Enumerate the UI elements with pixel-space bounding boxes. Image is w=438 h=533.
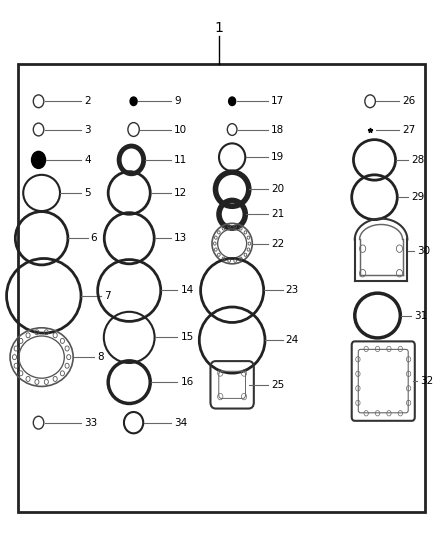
- Text: 7: 7: [104, 291, 110, 301]
- Text: 27: 27: [403, 125, 416, 134]
- Text: 5: 5: [84, 188, 91, 198]
- Text: 29: 29: [411, 192, 424, 202]
- Text: 34: 34: [174, 418, 187, 427]
- Text: 33: 33: [84, 418, 97, 427]
- Text: 12: 12: [174, 188, 187, 198]
- Text: 8: 8: [97, 352, 104, 362]
- Text: 9: 9: [174, 96, 180, 106]
- Text: 6: 6: [91, 233, 97, 243]
- Text: 21: 21: [271, 209, 284, 219]
- Circle shape: [229, 97, 236, 106]
- Text: 19: 19: [271, 152, 284, 162]
- Text: 3: 3: [84, 125, 91, 134]
- Text: 15: 15: [180, 333, 194, 342]
- Text: 10: 10: [174, 125, 187, 134]
- Text: 25: 25: [271, 380, 284, 390]
- Text: 26: 26: [403, 96, 416, 106]
- Text: 22: 22: [271, 239, 284, 248]
- Text: 14: 14: [180, 286, 194, 295]
- Text: 32: 32: [420, 376, 433, 386]
- Text: 18: 18: [271, 125, 284, 134]
- Text: 17: 17: [271, 96, 284, 106]
- Text: 4: 4: [84, 155, 91, 165]
- Text: 1: 1: [215, 21, 223, 35]
- Text: 23: 23: [286, 286, 299, 295]
- Text: 2: 2: [84, 96, 91, 106]
- FancyBboxPatch shape: [18, 64, 425, 512]
- Text: 20: 20: [271, 184, 284, 194]
- Text: 13: 13: [174, 233, 187, 243]
- Circle shape: [32, 151, 46, 168]
- Text: 31: 31: [414, 311, 427, 320]
- Circle shape: [130, 97, 137, 106]
- Text: 30: 30: [417, 246, 430, 255]
- Text: 16: 16: [180, 377, 194, 387]
- Text: 28: 28: [411, 155, 424, 165]
- Text: 11: 11: [174, 155, 187, 165]
- Text: 24: 24: [286, 335, 299, 345]
